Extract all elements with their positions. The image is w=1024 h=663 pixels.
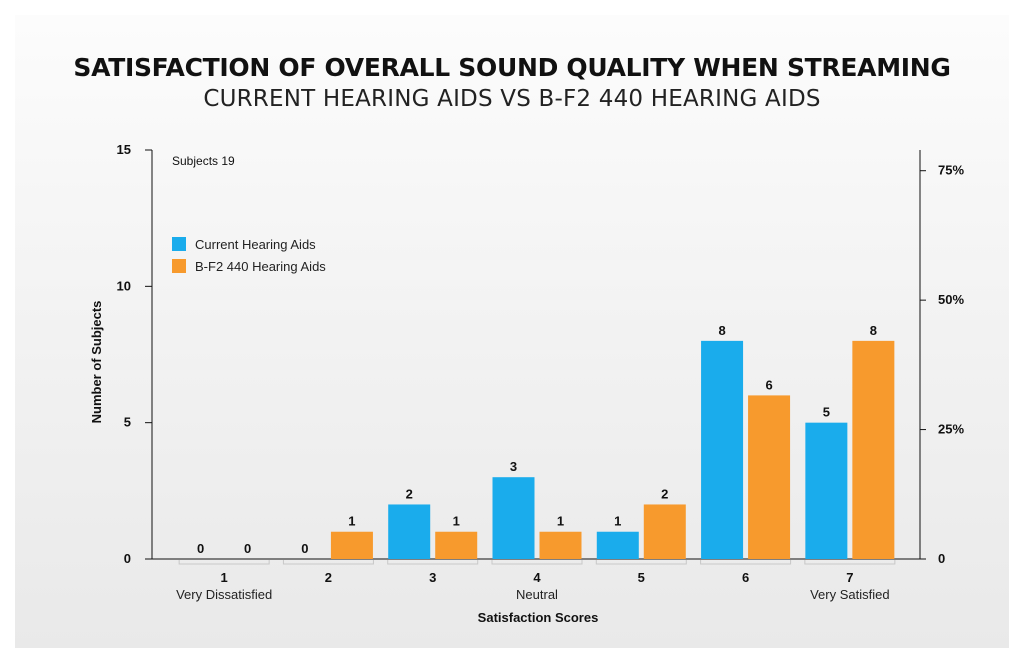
legend: Current Hearing Aids B-F2 440 Hearing Ai…: [172, 237, 326, 274]
y2-tick-label: 25%: [938, 422, 964, 437]
category-label: 7: [846, 570, 853, 585]
bar-bf2: [852, 340, 895, 559]
category-label: 1: [221, 570, 228, 585]
data-label: 1: [614, 514, 621, 529]
chart-title: SATISFACTION OF OVERALL SOUND QUALITY WH…: [73, 53, 951, 82]
category-bracket: [595, 560, 687, 565]
bar-bf2: [435, 531, 478, 559]
data-label: 3: [510, 459, 517, 474]
category-label: 4: [533, 570, 541, 585]
data-label: 1: [557, 514, 564, 529]
bar-current: [596, 531, 639, 559]
data-label: 2: [406, 486, 413, 501]
category-bracket: [700, 560, 792, 565]
legend-label-bf2: B-F2 440 Hearing Aids: [195, 259, 326, 274]
y-tick-label: 0: [124, 551, 131, 566]
category-bracket: [178, 560, 270, 565]
data-label: 1: [453, 514, 460, 529]
chart-labels: 1 Very Dissatisfied 0 0 2 0 1 3 2 1 4 Neutral 3 1 5 1 2 6…: [176, 323, 890, 602]
data-label: 0: [244, 541, 251, 556]
bar-current: [492, 477, 535, 559]
bar-current: [388, 504, 431, 559]
y-axis-title: Number of Subjects: [89, 301, 104, 424]
y2-tick-label: 75%: [938, 163, 964, 178]
category-bracket: [387, 560, 479, 565]
subjects-note: Subjects 19: [172, 154, 235, 168]
data-label: 1: [348, 514, 355, 529]
legend-label-current: Current Hearing Aids: [195, 237, 316, 252]
legend-swatch-current: [172, 237, 186, 251]
category-label: 3: [429, 570, 436, 585]
category-label: 5: [638, 570, 645, 585]
bar-bf2: [748, 395, 791, 559]
x-axis-title: Satisfaction Scores: [478, 610, 599, 625]
category-sublabel: Neutral: [516, 587, 558, 602]
y-tick-label: 10: [117, 278, 131, 293]
bar-current: [805, 422, 848, 559]
data-label: 5: [823, 405, 830, 420]
bar-bf2: [643, 504, 686, 559]
y2-tick-label: 0: [938, 551, 945, 566]
category-label: 2: [325, 570, 332, 585]
category-sublabel: Very Dissatisfied: [176, 587, 272, 602]
y-tick-label: 15: [117, 142, 131, 157]
category-bracket: [491, 560, 583, 565]
legend-swatch-bf2: [172, 259, 186, 273]
category-label: 6: [742, 570, 749, 585]
category-bracket: [282, 560, 374, 565]
data-label: 6: [765, 377, 772, 392]
chart-bars: [330, 340, 895, 559]
category-bracket: [804, 560, 896, 565]
bar-bf2: [539, 531, 582, 559]
y-tick-label: 5: [124, 415, 131, 430]
bar-bf2: [330, 531, 373, 559]
y2-tick-label: 50%: [938, 292, 964, 307]
chart-subtitle: CURRENT HEARING AIDS VS B-F2 440 HEARING…: [203, 86, 821, 112]
bar-current: [701, 340, 744, 559]
category-sublabel: Very Satisfied: [810, 587, 890, 602]
data-label: 0: [301, 541, 308, 556]
data-label: 0: [197, 541, 204, 556]
data-label: 8: [870, 323, 877, 338]
data-label: 2: [661, 486, 668, 501]
data-label: 8: [718, 323, 725, 338]
